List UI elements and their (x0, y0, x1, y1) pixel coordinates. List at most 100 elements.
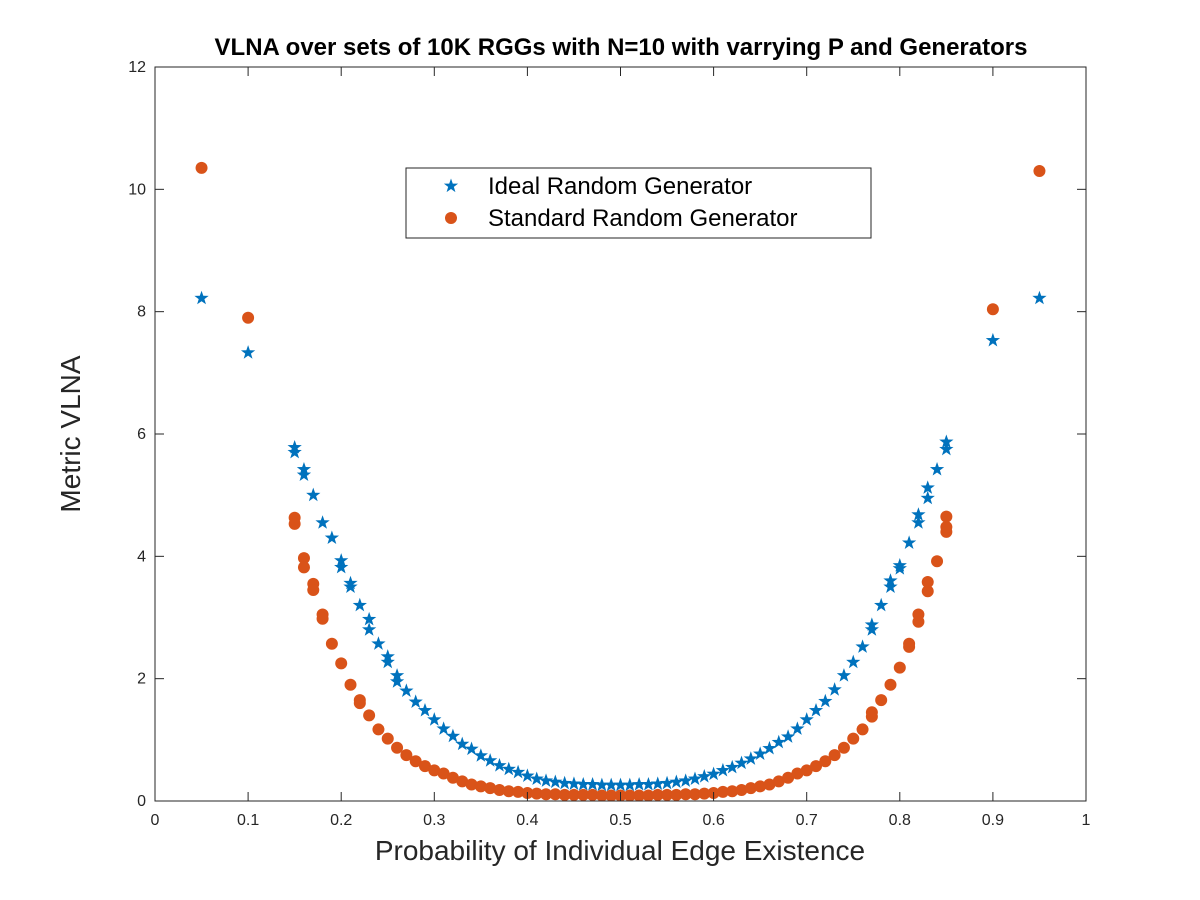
data-point (623, 789, 636, 802)
data-point (595, 789, 608, 802)
data-point (363, 709, 376, 722)
data-point (456, 775, 469, 788)
data-point (790, 721, 805, 735)
data-point (903, 637, 916, 650)
legend-label-standard: Standard Random Generator (488, 205, 798, 232)
data-point (381, 732, 394, 745)
data-point (716, 785, 729, 798)
data-point (594, 777, 610, 792)
data-point (316, 612, 329, 625)
data-point (418, 760, 431, 773)
data-point (334, 559, 349, 574)
data-point (315, 515, 330, 529)
data-point (678, 773, 693, 787)
legend-star-marker (443, 178, 459, 193)
data-point (754, 780, 767, 793)
legend: Ideal Random Generator Standard Random G… (405, 167, 872, 239)
data-point (985, 332, 1001, 347)
data-point (613, 777, 628, 792)
data-point (921, 585, 934, 598)
data-point (408, 694, 423, 708)
data-point (557, 775, 572, 790)
data-point (362, 611, 377, 626)
x-tick-label: 0 (151, 812, 160, 829)
x-tick-label: 0.5 (609, 812, 631, 829)
data-point (538, 773, 554, 787)
data-point (771, 734, 786, 749)
data-point (428, 764, 441, 777)
data-point (353, 697, 366, 710)
data-point (940, 510, 953, 523)
data-point (622, 777, 637, 792)
data-point (818, 693, 833, 708)
y-tick-label: 10 (128, 181, 146, 198)
data-point (576, 776, 591, 791)
data-point (567, 788, 580, 801)
x-tick-label: 0.3 (423, 812, 445, 829)
data-point (343, 579, 358, 593)
data-point (566, 776, 582, 790)
data-point (659, 775, 675, 790)
data-point (585, 776, 600, 791)
data-point (697, 769, 712, 783)
legend-box (405, 167, 872, 239)
data-point (819, 755, 832, 768)
data-point (921, 576, 934, 589)
data-point (762, 740, 777, 755)
data-point (744, 782, 757, 795)
data-point (650, 776, 665, 790)
data-point (540, 788, 553, 801)
data-point (920, 490, 935, 505)
data-point (651, 788, 664, 801)
y-tick-label: 6 (137, 426, 146, 443)
data-point (465, 778, 478, 791)
legend-circle-marker (445, 212, 457, 224)
data-point (753, 746, 768, 760)
data-point (493, 783, 506, 796)
chart-title: VLNA over sets of 10K RGGs with N=10 wit… (215, 34, 1028, 61)
legend-marker-ideal (443, 178, 459, 193)
data-point (484, 782, 497, 795)
x-axis-label: Probability of Individual Edge Existence (375, 835, 865, 866)
data-point (799, 712, 814, 726)
data-point (780, 729, 796, 743)
y-tick-label: 2 (137, 671, 146, 688)
data-point (642, 789, 655, 802)
data-point (324, 530, 340, 545)
data-point (344, 678, 357, 691)
data-point (735, 783, 748, 796)
data-point (883, 573, 898, 587)
data-point (287, 444, 302, 459)
data-point (698, 787, 711, 800)
data-point (195, 161, 208, 174)
data-point (446, 771, 459, 784)
data-point (389, 674, 405, 688)
data-point (352, 597, 367, 612)
data-point (400, 749, 413, 762)
data-point (865, 706, 878, 719)
y-tick-label: 4 (137, 548, 146, 565)
data-point (399, 683, 414, 697)
data-point (725, 759, 740, 774)
data-point (911, 507, 926, 521)
data-point (810, 760, 823, 773)
data-point (856, 723, 869, 736)
data-point (380, 654, 395, 669)
data-point (931, 555, 944, 568)
data-point (836, 668, 852, 682)
data-point (734, 755, 749, 770)
data-point (512, 785, 525, 798)
data-point (883, 579, 898, 593)
data-point (427, 712, 442, 726)
data-point (641, 776, 656, 791)
series-ideal (194, 290, 1047, 792)
data-point (715, 762, 731, 777)
data-point (827, 682, 842, 696)
x-tick-label: 0.1 (237, 812, 259, 829)
data-point (884, 678, 897, 691)
data-point (530, 787, 543, 800)
data-point (297, 552, 310, 565)
data-point (409, 755, 422, 768)
